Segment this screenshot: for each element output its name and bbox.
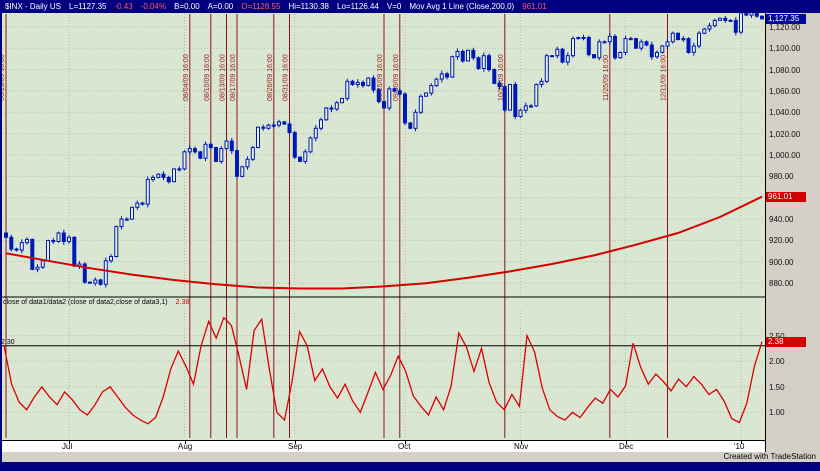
axis-label: 1,100.00 — [769, 44, 801, 54]
event-date-label: 10/28/09 16:00 — [498, 54, 505, 101]
title-segment: $INX - Daily US — [5, 2, 62, 11]
axis-label: 1,060.00 — [769, 86, 801, 96]
axis-label: 900.00 — [769, 257, 794, 267]
axis-label: 2.50 — [769, 332, 785, 341]
last-price-badge: 1,127.35 — [766, 13, 806, 24]
title-segment: -0.43 — [114, 2, 133, 11]
event-date-label: 08/17/09 16:00 — [230, 54, 237, 101]
axis-label: 880.00 — [769, 279, 794, 289]
month-label: '10 — [734, 442, 745, 451]
axis-label: 1,000.00 — [769, 151, 801, 160]
title-segment: L=1127.35 — [69, 2, 107, 11]
left-window-border — [0, 0, 2, 471]
axis-label: 920.00 — [769, 236, 794, 246]
time-axis-tick — [185, 441, 186, 444]
indicator-current-value: 2.38 — [175, 299, 190, 306]
threshold-label: 2.30 — [1, 339, 15, 346]
event-date-label: 08/04/09 16:00 — [183, 54, 190, 101]
moving-average-line — [5, 195, 763, 290]
axis-label: 940.00 — [769, 215, 794, 225]
axis-label: 1,020.00 — [769, 129, 801, 139]
time-axis-tick — [405, 441, 406, 444]
event-lines: 06/15/09 16:00 08/04/09 16:00 08/10/09 16:… — [0, 14, 668, 438]
event-date-label: 08/31/09 16:00 — [283, 54, 290, 101]
axis-label: 1,040.00 — [769, 108, 801, 118]
time-axis-tick — [626, 441, 627, 444]
title-segment: Hi=1130.38 — [288, 2, 329, 11]
event-date-label: 08/10/09 16:00 — [204, 54, 211, 101]
month-label: Aug — [178, 442, 193, 451]
indicator-header: close of data1/data2 (close of data2,clo… — [3, 299, 189, 306]
axis-label: 980.00 — [769, 172, 794, 182]
chart-plot-area[interactable]: 06/15/09 16:00 08/04/09 16:00 08/10/09 16:… — [0, 13, 765, 440]
event-date-label: 06/15/09 16:00 — [0, 54, 6, 101]
title-segment: B=0.00 — [174, 2, 200, 11]
time-axis[interactable]: Jul Aug Sep Oct Nov Dec '10 — [0, 440, 765, 452]
event-date-label: 09/30/09 16:00 — [393, 54, 400, 101]
month-label: Oct — [398, 442, 411, 451]
month-label: Dec — [619, 442, 634, 451]
title-segment: -0.04% — [140, 2, 167, 11]
bottom-window-bar — [0, 462, 820, 471]
indicator-formula-label: close of data1/data2 (close of data2,clo… — [3, 299, 168, 306]
axis-label: 2.00 — [769, 357, 785, 367]
time-axis-tick — [69, 441, 70, 444]
title-segment: Mov Avg 1 Line (Close,200,0) — [409, 2, 515, 11]
footer-bar: Created with TradeStation — [0, 452, 820, 462]
event-date-label: 09/25/09 16:00 — [377, 54, 384, 101]
ma-value-badge: 961.01 — [766, 191, 806, 202]
title-segment: Lo=1126.44 — [337, 2, 379, 11]
axis-label: 1,080.00 — [769, 65, 801, 75]
axis-label: 1.50 — [769, 382, 785, 392]
event-date-label: 11/25/09 16:00 — [603, 55, 610, 101]
time-axis-tick — [741, 441, 742, 444]
axis-label: 1,120.00 — [769, 22, 801, 32]
event-date-label: 08/13/09 16:00 — [220, 54, 227, 101]
title-segment: V=0 — [386, 2, 402, 11]
time-axis-tick — [295, 441, 296, 444]
chart-canvas[interactable]: 06/15/09 16:00 08/04/09 16:00 08/10/09 16:… — [0, 13, 765, 440]
title-segment: 961.01 — [522, 2, 547, 11]
candlesticks — [4, 13, 764, 288]
month-label: Jul — [62, 442, 73, 451]
price-axis[interactable]: 1,127.35 961.01 2.38 1,120.00 1,100.00 1,0… — [765, 13, 820, 452]
title-segment: A=0.00 — [207, 2, 234, 11]
created-with-label: Created with TradeStation — [723, 452, 817, 461]
title-segment: O=1128.55 — [241, 2, 281, 11]
chart-title-bar[interactable]: $INX - Daily US L=1127.35 -0.43 -0.04% B=0.0… — [0, 0, 820, 13]
month-label: Nov — [514, 442, 529, 451]
month-label: Sep — [288, 442, 303, 451]
event-date-label: 08/26/09 16:00 — [267, 54, 274, 101]
ratio-line — [3, 316, 763, 425]
event-date-label: 12/11/09 16:00 — [661, 55, 668, 101]
indicator-value-badge: 2.38 — [766, 336, 806, 347]
time-axis-tick — [521, 441, 522, 444]
axis-label: 1.00 — [769, 408, 785, 418]
